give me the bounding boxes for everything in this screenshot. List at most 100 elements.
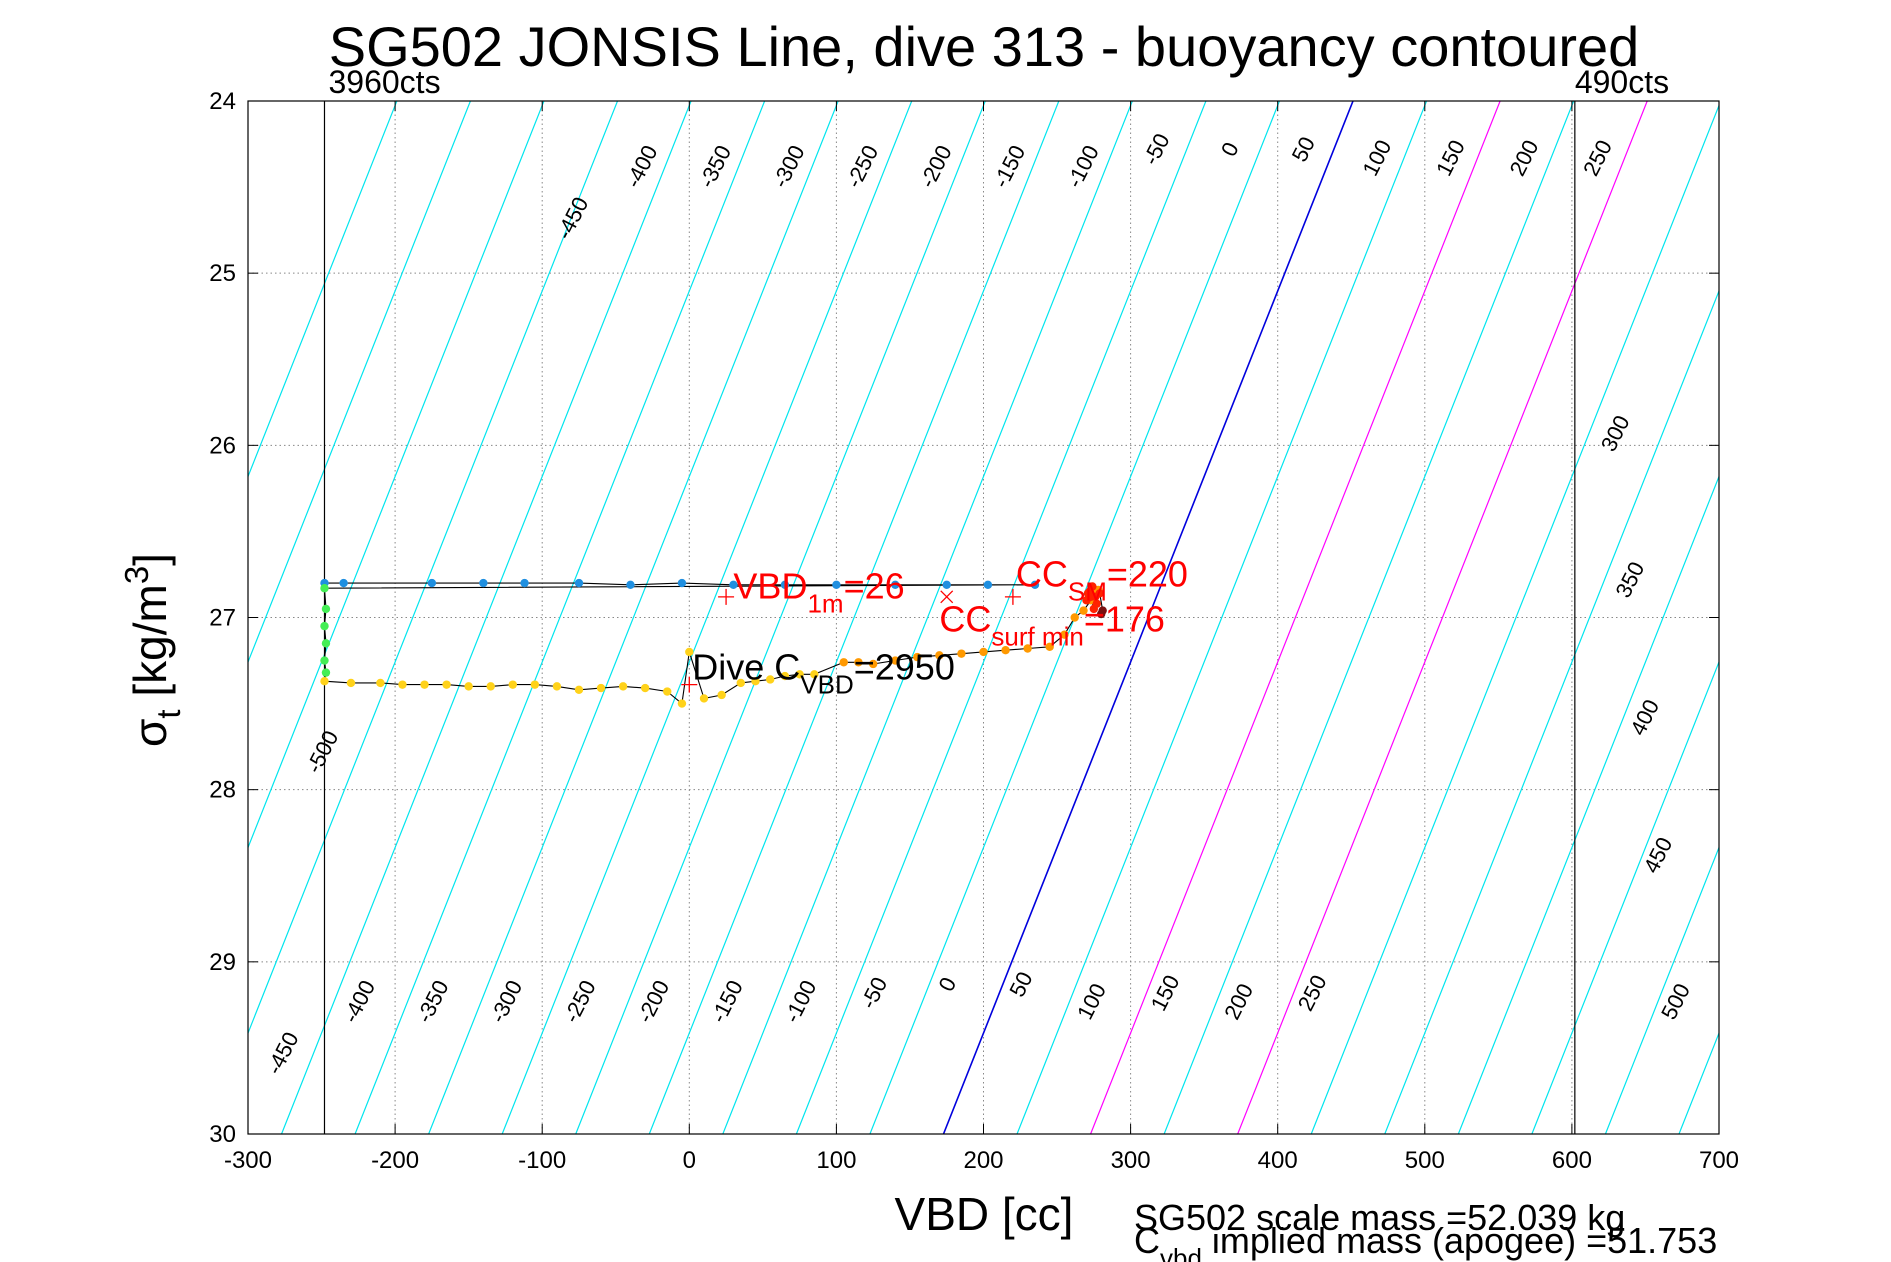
trace-point: [1023, 644, 1032, 653]
trace-point: [891, 656, 900, 665]
plus-marker: [718, 588, 735, 605]
trace-point: [663, 687, 672, 696]
contour-line: [722, 101, 1133, 1134]
scale-mass-note: SG502 scale mass =52.039 kg: [1134, 1197, 1625, 1238]
contour-line: [1016, 101, 1428, 1134]
trace-point: [321, 604, 331, 614]
x-tick-label: -300: [224, 1147, 272, 1174]
x-tick-label: -100: [518, 1147, 566, 1174]
y-tick-label: 27: [209, 605, 236, 632]
contour-line: [1531, 660, 1719, 1134]
y-axis-label: σt [kg/m3]: [118, 553, 187, 747]
x-axis-label: VBD [cc]: [895, 1188, 1074, 1240]
y-tick-label: 25: [209, 260, 236, 287]
trace-point: [854, 658, 863, 667]
count-limit-label: 490cts: [1575, 64, 1669, 100]
contour-line: [1604, 845, 1719, 1134]
trace-point: [574, 578, 584, 588]
trace-point: [957, 649, 966, 658]
trace-point: [780, 580, 790, 589]
trace-point: [1079, 606, 1088, 615]
contour-line: [428, 101, 839, 1134]
annotation-vbd1m: VBD1m=26: [733, 566, 904, 619]
trace-point: [479, 578, 488, 588]
contour-line: [354, 101, 766, 1134]
annotation-divec: Dive CVBD=2950: [692, 646, 955, 699]
trace-point: [1088, 582, 1097, 591]
trace-point: [640, 683, 650, 693]
y-tick-label: 26: [209, 432, 236, 459]
x-tick-label: 100: [816, 1147, 856, 1174]
implied-mass-note: Cvbd implied mass (apogee) =51.753: [1134, 1220, 1717, 1262]
trace-point: [321, 668, 331, 677]
trace-point: [427, 578, 437, 588]
contour-line: [1163, 101, 1575, 1134]
trace-point: [520, 578, 529, 588]
trace-point: [1060, 630, 1069, 639]
contour-line: [575, 101, 986, 1134]
trace-point: [979, 647, 988, 657]
y-tick-label: 24: [209, 88, 236, 115]
x-tick-label: 0: [683, 1147, 696, 1174]
trace-point: [685, 647, 694, 657]
trace-point: [574, 685, 584, 695]
trace-point: [398, 680, 407, 689]
trace-point: [618, 682, 628, 691]
axis-ticks: -300 -200 -100 0 100 200 300 400 500 600 700 24 25 26…: [209, 88, 1739, 1174]
trace-point: [736, 678, 745, 688]
cross-marker: [940, 590, 954, 604]
trace-point: [486, 682, 495, 691]
trace-point: [1096, 609, 1106, 619]
contour-line: [1237, 101, 1648, 1134]
trace-point: [868, 659, 878, 669]
contour-line: [795, 101, 1207, 1134]
trace-point: [751, 677, 760, 686]
y-tick-label: 30: [209, 1121, 236, 1148]
trace-point: [552, 682, 562, 691]
trace-point: [832, 580, 841, 589]
trace-point: [942, 580, 951, 589]
trace-point: [1095, 589, 1104, 598]
contour-line: [1384, 289, 1719, 1134]
y-tick-label: 28: [209, 777, 236, 804]
trace-point: [530, 680, 540, 689]
trace-point: [1001, 646, 1010, 655]
trace-point: [810, 670, 819, 679]
trace-point: [320, 584, 329, 593]
plus-marker: [1004, 588, 1021, 605]
trace-point: [596, 683, 606, 693]
trace-point: [729, 580, 738, 589]
trace-point: [839, 658, 848, 667]
chart-title: SG502 JONSIS Line, dive 313 - buoyancy c…: [329, 15, 1640, 78]
trace-point: [420, 680, 429, 689]
buoyancy-contours: [248, 101, 1719, 1134]
contour-line: [1090, 101, 1501, 1134]
trace-point: [464, 682, 473, 691]
contour-line: [248, 101, 545, 850]
trace-point: [320, 621, 329, 631]
trace-point: [1045, 642, 1054, 651]
contour-line: [501, 101, 913, 1134]
trace-point: [346, 678, 356, 688]
trace-point: [677, 578, 687, 588]
trace-point: [320, 656, 329, 665]
x-tick-label: 700: [1699, 1147, 1739, 1174]
x-tick-label: 600: [1552, 1147, 1592, 1174]
x-tick-label: 200: [963, 1147, 1003, 1174]
x-tick-label: -200: [371, 1147, 419, 1174]
trace-point: [766, 675, 775, 684]
plot-area: 3960cts 490cts -450-400 -350 -300 -250 -200 -1…: [209, 64, 1739, 1174]
trace-point: [891, 580, 900, 589]
plus-marker: [681, 676, 698, 693]
contour-line: [248, 101, 619, 1035]
trace-point: [1070, 613, 1079, 622]
trace-point: [717, 690, 726, 700]
trace-point: [339, 578, 348, 588]
contour-line: [248, 101, 398, 479]
annotation-ccsurf: CCsurf min=176: [939, 598, 1165, 651]
trace-point: [795, 670, 804, 679]
trace-point: [508, 680, 517, 689]
trace-point: [626, 580, 635, 589]
